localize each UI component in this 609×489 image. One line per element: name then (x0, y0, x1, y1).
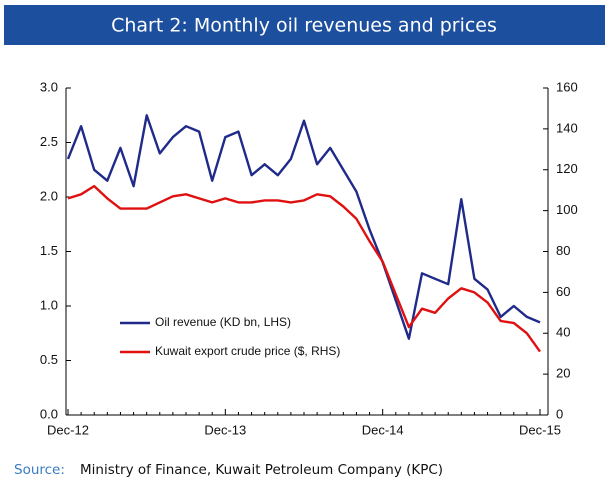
y2-tick-label: 160 (556, 79, 578, 94)
y2-tick-label: 60 (556, 284, 570, 299)
legend-label: Oil revenue (KD bn, LHS) (155, 315, 291, 329)
y-tick-label: 2.5 (40, 134, 58, 149)
y2-tick-label: 40 (556, 325, 570, 340)
y2-tick-label: 80 (556, 243, 570, 258)
y-tick-label: 0.5 (40, 352, 58, 367)
y-tick-label: 0.0 (40, 406, 58, 421)
y-tick-label: 3.0 (40, 79, 58, 94)
y2-tick-label: 140 (556, 120, 578, 135)
series-line (67, 184, 541, 353)
y-tick-label: 1.0 (40, 297, 58, 312)
x-tick-label: Dec-15 (519, 422, 561, 437)
source: Ministry of Finance, Kuwait Petroleum Co… (80, 462, 443, 478)
y-tick-label: 1.5 (40, 243, 58, 258)
x-tick-label: Dec-13 (204, 422, 246, 437)
y2-tick-label: 120 (556, 161, 578, 176)
source-label: Source: (14, 462, 65, 478)
x-tick-label: Dec-14 (362, 422, 404, 437)
title-bar (4, 5, 605, 45)
legend-label: Kuwait export crude price ($, RHS) (155, 344, 340, 358)
y-tick-label: 2.0 (40, 188, 58, 203)
y2-tick-label: 20 (556, 366, 570, 381)
y2-tick-label: 0 (556, 406, 563, 421)
series-line (66, 114, 541, 340)
x-tick-label: Dec-12 (47, 422, 89, 437)
y2-tick-label: 100 (556, 202, 578, 217)
chart-title: Chart 2: Monthly oil revenues and prices (111, 15, 497, 37)
